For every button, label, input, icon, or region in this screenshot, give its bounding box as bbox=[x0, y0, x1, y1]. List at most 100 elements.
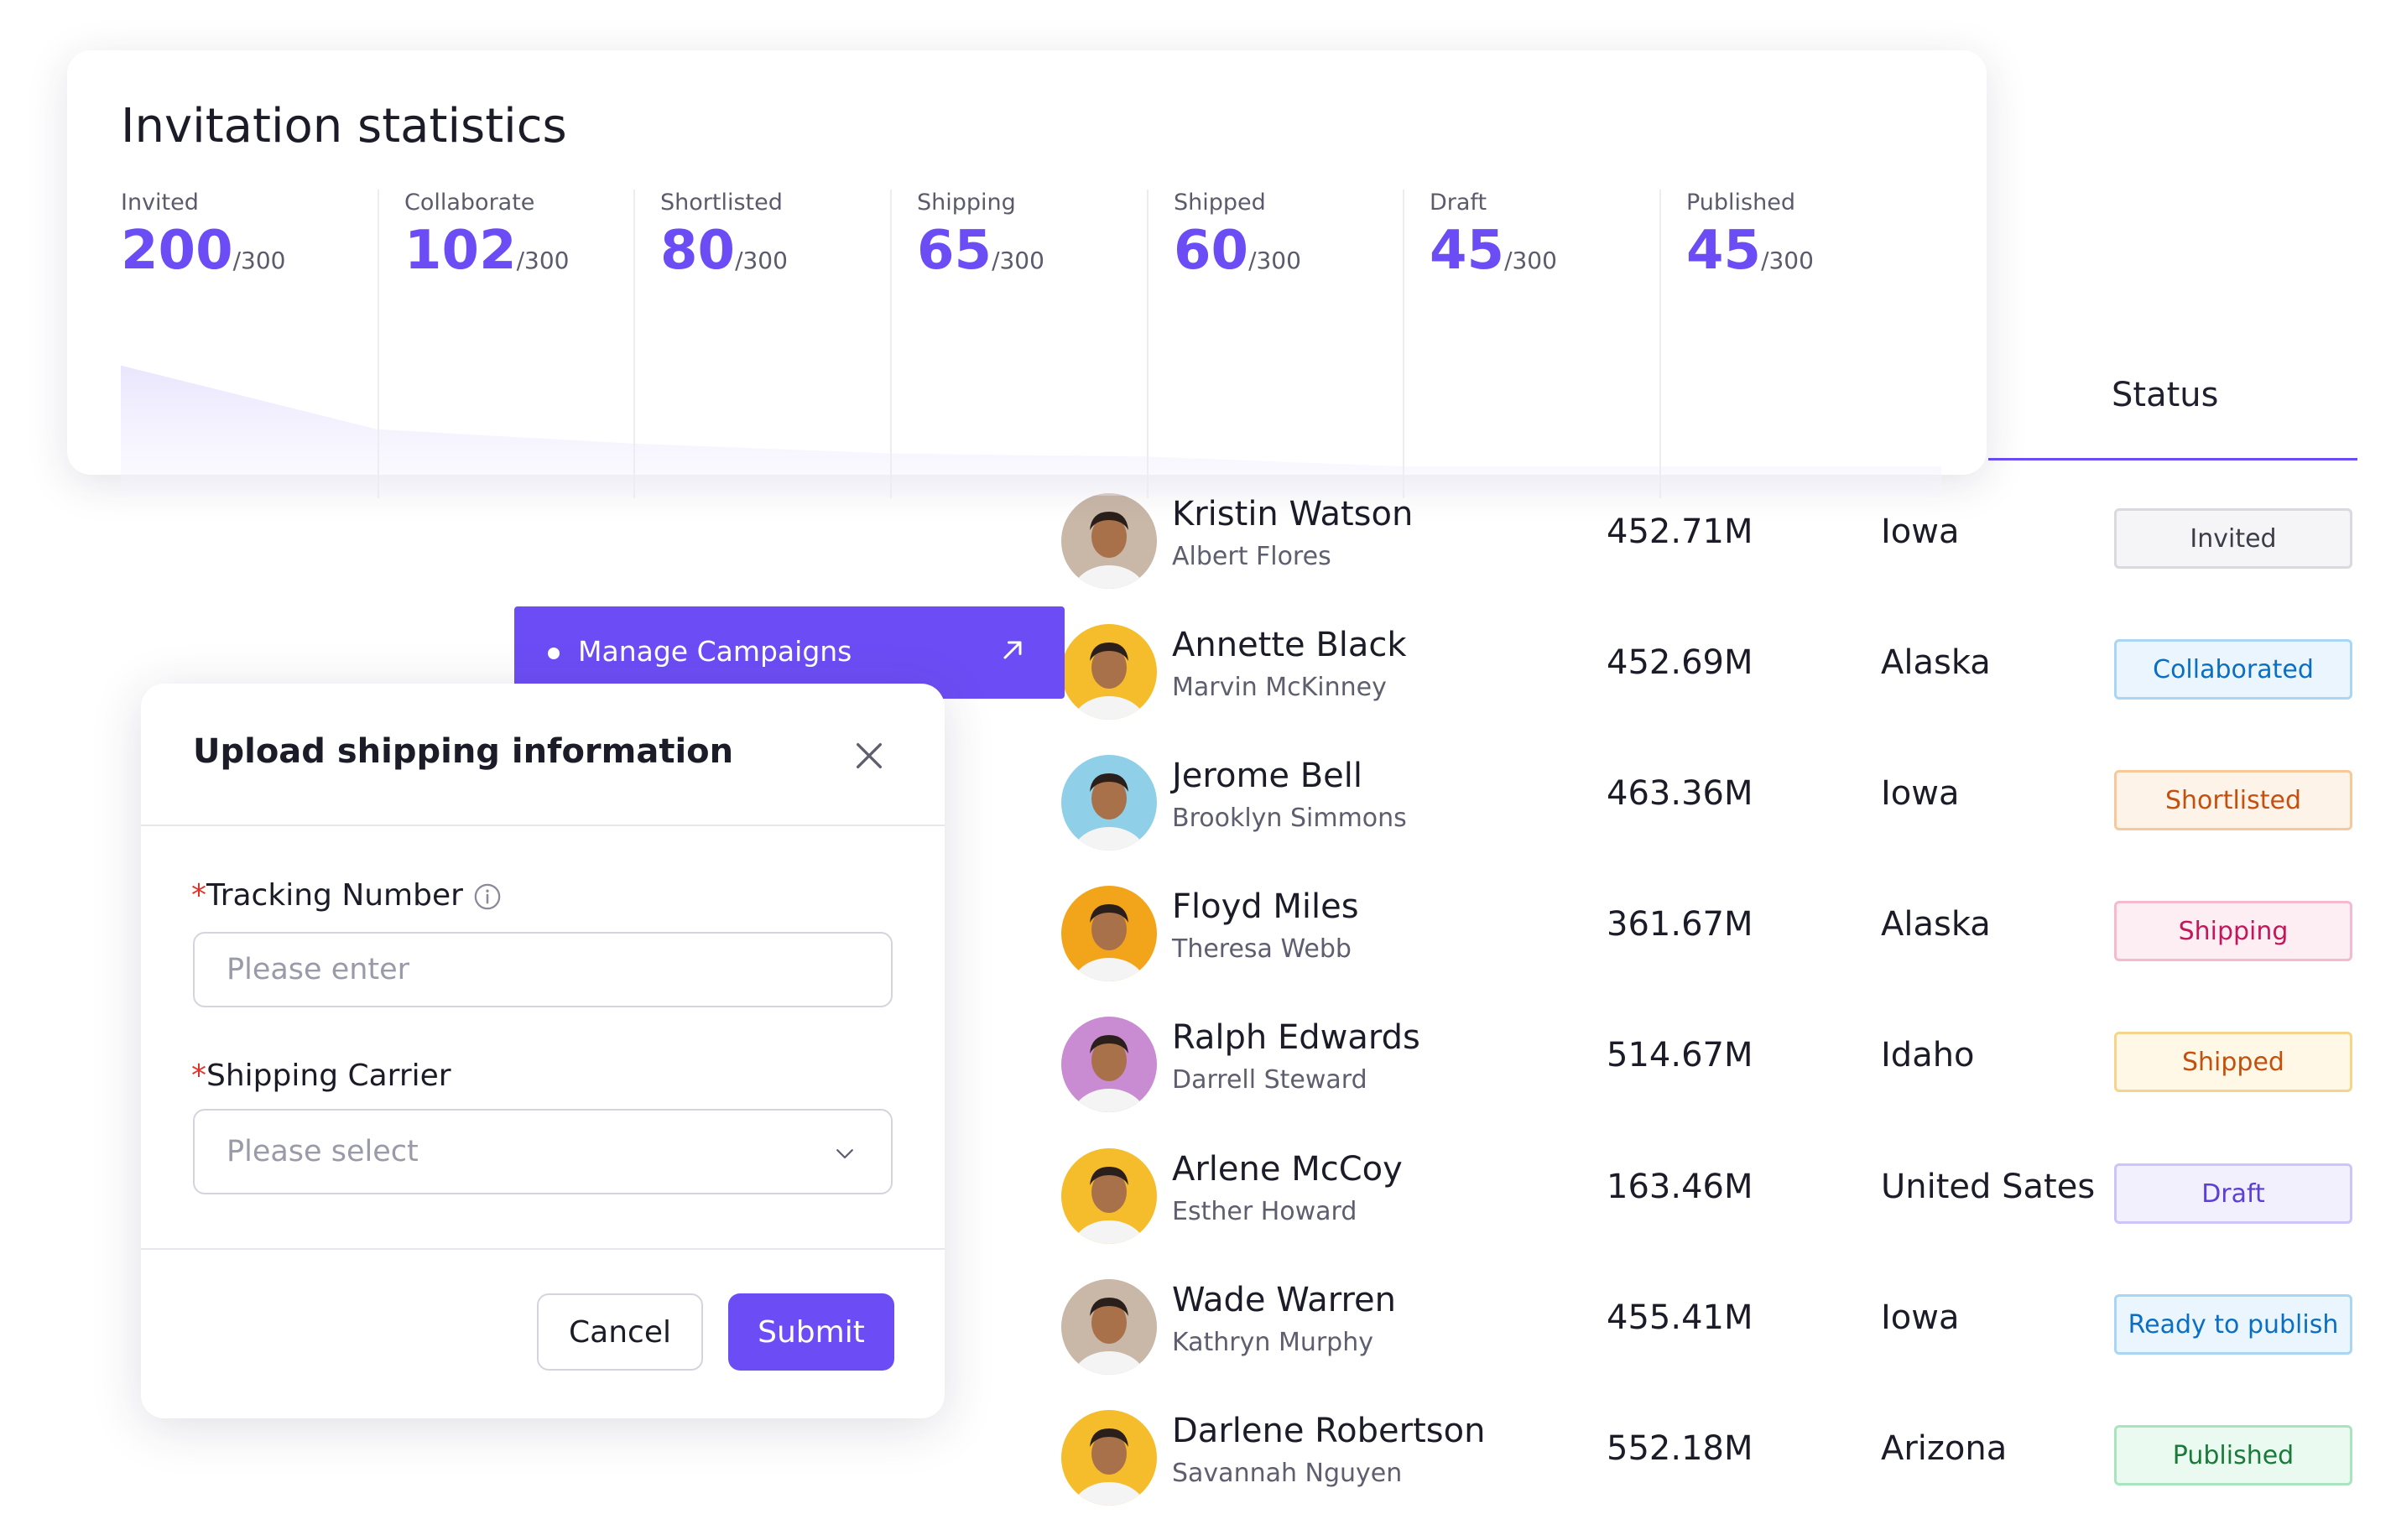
required-asterisk: * bbox=[191, 1059, 206, 1093]
cancel-button[interactable]: Cancel bbox=[537, 1293, 703, 1371]
tracking-number-input[interactable] bbox=[193, 932, 893, 1007]
info-icon[interactable] bbox=[473, 882, 502, 911]
status-badge: Shipping bbox=[2114, 901, 2352, 961]
creator-subname: Theresa Webb bbox=[1172, 934, 1352, 964]
stat-value-row: 200/300 bbox=[121, 220, 285, 282]
stat-total: /300 bbox=[232, 247, 286, 274]
stat-published: Published 45/300 bbox=[1659, 190, 1917, 498]
table-row[interactable]: Annette Black Marvin McKinney 452.69M Alask… bbox=[1061, 607, 2370, 738]
table-row[interactable]: Jerome Bell Brooklyn Simmons 463.36M Iowa Sh… bbox=[1061, 738, 2370, 869]
creator-name: Wade Warren bbox=[1172, 1281, 1396, 1319]
avatar bbox=[1061, 1410, 1157, 1506]
creator-subname: Savannah Nguyen bbox=[1172, 1459, 1403, 1488]
stat-value-row: 80/300 bbox=[660, 220, 788, 282]
status-badge: Ready to publish bbox=[2114, 1294, 2352, 1355]
stat-label: Collaborate bbox=[404, 190, 535, 216]
creator-amount: 361.67M bbox=[1607, 905, 1753, 944]
dialog-header-divider bbox=[141, 825, 945, 826]
close-icon[interactable] bbox=[852, 739, 886, 773]
stat-value-row: 65/300 bbox=[917, 220, 1044, 282]
stat-value: 200 bbox=[121, 220, 233, 282]
avatar bbox=[1061, 624, 1157, 720]
table-row[interactable]: Arlene McCoy Esther Howard 163.46M United S… bbox=[1061, 1132, 2370, 1262]
creator-location: Iowa bbox=[1881, 774, 1960, 813]
status-column-header[interactable]: Status bbox=[1988, 352, 2357, 460]
shipping-carrier-label: *Shipping Carrier bbox=[191, 1059, 451, 1093]
stat-label: Invited bbox=[121, 190, 199, 216]
stat-total: /300 bbox=[1504, 247, 1557, 274]
creator-location: United Sates bbox=[1881, 1168, 2096, 1206]
creator-name: Ralph Edwards bbox=[1172, 1018, 1420, 1057]
invitation-statistics-card: Invitation statistics Invited 200/300 Coll… bbox=[67, 50, 1987, 498]
stat-shipping: Shipping 65/300 bbox=[890, 190, 1148, 498]
status-badge: Invited bbox=[2114, 508, 2352, 569]
stat-shipped: Shipped 60/300 bbox=[1147, 190, 1404, 498]
creator-location: Iowa bbox=[1881, 1298, 1960, 1337]
stats-title: Invitation statistics bbox=[121, 99, 567, 153]
creator-name: Jerome Bell bbox=[1172, 757, 1363, 795]
creator-location: Iowa bbox=[1881, 512, 1960, 551]
shipping-carrier-select[interactable]: Please select bbox=[193, 1109, 893, 1194]
stat-label: Draft bbox=[1430, 190, 1487, 216]
creator-name: Annette Black bbox=[1172, 626, 1407, 664]
avatar bbox=[1061, 1279, 1157, 1375]
creator-location: Idaho bbox=[1881, 1036, 1975, 1074]
status-badge: Collaborated bbox=[2114, 639, 2352, 700]
creator-name: Floyd Miles bbox=[1172, 887, 1359, 926]
upload-shipping-dialog: Upload shipping information *Tracking Nu… bbox=[141, 684, 945, 1418]
stat-value-row: 102/300 bbox=[404, 220, 569, 282]
stat-value-row: 60/300 bbox=[1174, 220, 1301, 282]
table-row[interactable]: Kristin Watson Albert Flores 452.71M Iowa In… bbox=[1061, 476, 2370, 607]
avatar bbox=[1061, 1148, 1157, 1244]
creator-subname: Darrell Steward bbox=[1172, 1065, 1367, 1095]
stat-value-row: 45/300 bbox=[1686, 220, 1814, 282]
creator-location: Alaska bbox=[1881, 643, 1991, 682]
tracking-number-label: *Tracking Number bbox=[191, 878, 502, 913]
status-badge: Shipped bbox=[2114, 1032, 2352, 1092]
funnel-area bbox=[121, 365, 1941, 496]
avatar bbox=[1061, 493, 1157, 589]
submit-button[interactable]: Submit bbox=[728, 1293, 894, 1371]
stat-value-row: 45/300 bbox=[1430, 220, 1557, 282]
creator-amount: 463.36M bbox=[1607, 774, 1753, 813]
stat-draft: Draft 45/300 bbox=[1403, 190, 1660, 498]
stat-total: /300 bbox=[992, 247, 1044, 274]
creator-amount: 452.69M bbox=[1607, 643, 1753, 682]
stat-label: Published bbox=[1686, 190, 1795, 216]
table-row[interactable]: Wade Warren Kathryn Murphy 455.41M Iowa Read… bbox=[1061, 1262, 2370, 1393]
manage-campaigns-button[interactable]: Manage Campaigns bbox=[514, 606, 1065, 699]
stat-invited: Invited 200/300 bbox=[121, 190, 377, 498]
creator-subname: Albert Flores bbox=[1172, 542, 1331, 571]
stat-value: 102 bbox=[404, 220, 517, 282]
creator-name: Kristin Watson bbox=[1172, 495, 1414, 533]
manage-campaigns-label: Manage Campaigns bbox=[578, 635, 852, 668]
table-row[interactable]: Darlene Robertson Savannah Nguyen 552.18M A… bbox=[1061, 1393, 2370, 1524]
stat-value: 60 bbox=[1174, 220, 1249, 282]
creator-amount: 552.18M bbox=[1607, 1429, 1753, 1468]
required-asterisk: * bbox=[191, 878, 206, 913]
dialog-title: Upload shipping information bbox=[193, 732, 734, 771]
stat-value: 45 bbox=[1430, 220, 1505, 282]
dialog-footer-divider bbox=[141, 1248, 945, 1250]
table-row[interactable]: Floyd Miles Theresa Webb 361.67M Alaska Ship… bbox=[1061, 869, 2370, 1000]
stat-total: /300 bbox=[516, 247, 570, 274]
stat-value: 65 bbox=[917, 220, 992, 282]
shipping-carrier-label-text: Shipping Carrier bbox=[206, 1059, 451, 1093]
stat-label: Shipped bbox=[1174, 190, 1266, 216]
status-header-label: Status bbox=[2112, 376, 2219, 414]
avatar bbox=[1061, 755, 1157, 851]
stat-value: 80 bbox=[660, 220, 736, 282]
tracking-number-label-text: Tracking Number bbox=[206, 878, 463, 913]
creator-subname: Brooklyn Simmons bbox=[1172, 804, 1407, 833]
avatar bbox=[1061, 886, 1157, 981]
creator-name: Darlene Robertson bbox=[1172, 1412, 1486, 1450]
avatar bbox=[1061, 1017, 1157, 1112]
creator-amount: 452.71M bbox=[1607, 512, 1753, 551]
status-badge: Shortlisted bbox=[2114, 770, 2352, 830]
stat-value: 45 bbox=[1686, 220, 1762, 282]
creator-amount: 514.67M bbox=[1607, 1036, 1753, 1074]
creator-amount: 163.46M bbox=[1607, 1168, 1753, 1206]
stat-label: Shipping bbox=[917, 190, 1016, 216]
table-row[interactable]: Ralph Edwards Darrell Steward 514.67M Idaho… bbox=[1061, 1000, 2370, 1131]
bullet-dot-icon bbox=[548, 648, 560, 659]
